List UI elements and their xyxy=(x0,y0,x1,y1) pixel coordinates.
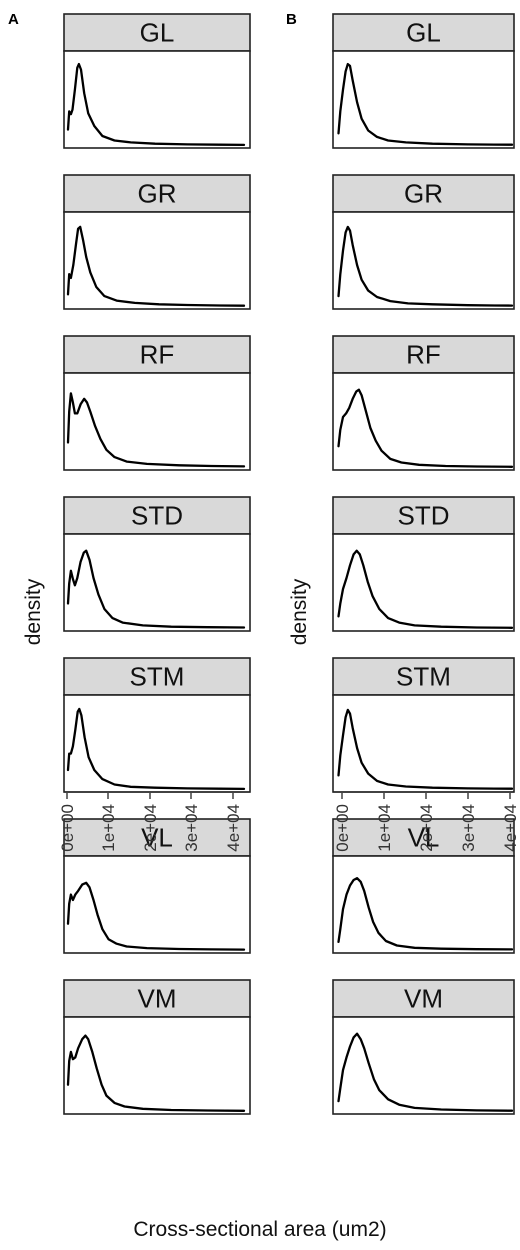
density-curve-vl xyxy=(66,881,246,951)
x-tick-label: 2e+04 xyxy=(141,804,160,852)
facet-plot-area xyxy=(63,211,251,310)
x-tick-label: 1e+04 xyxy=(375,804,394,852)
facet-gr: GR xyxy=(332,174,515,310)
facet-plot-area xyxy=(63,694,251,793)
facet-strip-label: VM xyxy=(404,984,443,1014)
facet-strip-label: STD xyxy=(398,501,450,531)
facet-vl: VL xyxy=(63,818,251,954)
facet-plot-area xyxy=(63,50,251,149)
x-axis: 0e+00 1e+04 2e+04 3e+04 4e+04 xyxy=(333,791,520,852)
shared-axis-titles: Cross-sectional area (um2) xyxy=(133,1218,386,1241)
facet-plot-area xyxy=(63,533,251,632)
x-tick-label: 1e+04 xyxy=(99,804,118,852)
facet-plot-area xyxy=(332,855,515,954)
facet-strip-label: RF xyxy=(406,340,441,370)
x-axis-title: Cross-sectional area (um2) xyxy=(133,1218,386,1241)
facet-strip xyxy=(63,657,251,696)
panel-letter: A xyxy=(8,11,19,28)
facet-plot-area xyxy=(63,1016,251,1115)
density-curve-gr xyxy=(337,225,514,307)
facet-strip-label: STD xyxy=(131,501,183,531)
density-curve-std xyxy=(66,549,246,629)
facet-strip xyxy=(332,13,515,52)
facet-plot-area xyxy=(63,372,251,471)
facet-strip-label: RF xyxy=(140,340,175,370)
facet-strip-label: GR xyxy=(138,179,177,209)
density-curve-stm xyxy=(337,708,514,790)
facet-strip xyxy=(63,335,251,374)
facet-strip xyxy=(63,13,251,52)
facet-strip-label: STM xyxy=(130,662,185,692)
facet-gl: GL xyxy=(63,13,251,149)
panel-letter: B xyxy=(286,11,297,28)
density-curve-std xyxy=(337,549,514,629)
density-curve-gr xyxy=(66,225,246,307)
x-tick-label: 4e+04 xyxy=(501,804,520,852)
x-tick-label: 0e+00 xyxy=(333,804,352,852)
facet-vm: VM xyxy=(332,979,515,1115)
facet-plot-area xyxy=(63,855,251,954)
facet-plot-area xyxy=(332,211,515,310)
x-tick-label: 2e+04 xyxy=(417,804,436,852)
facet-strip xyxy=(332,335,515,374)
facet-std: STD xyxy=(332,496,515,632)
facet-strip xyxy=(332,657,515,696)
panel-b: B GL GR RF STD STM VL VM 0e+00 1e+04 2e+04 3e+04 4e+… xyxy=(286,11,520,1115)
facet-strip-label: STM xyxy=(396,662,451,692)
facet-gl: GL xyxy=(332,13,515,149)
facet-plot-area xyxy=(332,1016,515,1115)
facet-plot-area xyxy=(332,694,515,793)
x-tick-label: 3e+04 xyxy=(182,804,201,852)
density-curve-vl xyxy=(337,877,514,951)
density-curve-gl xyxy=(337,62,514,146)
facet-stm: STM xyxy=(332,657,515,793)
facet-strip xyxy=(63,979,251,1018)
panel-a: A GL GR RF STD STM VL VM 0e+00 1e+04 2e+04 3e+04 4e+… xyxy=(8,11,251,1115)
density-curve-vm xyxy=(66,1034,246,1112)
y-axis-title: density xyxy=(288,578,311,645)
y-axis-title: density xyxy=(22,578,45,645)
facet-rf: RF xyxy=(332,335,515,471)
facet-plot-area xyxy=(332,50,515,149)
density-curve-stm xyxy=(66,707,246,791)
facet-strip-label: GR xyxy=(404,179,443,209)
facet-strip-label: VM xyxy=(138,984,177,1014)
facet-strip xyxy=(332,174,515,213)
facet-plot-area xyxy=(332,372,515,471)
facet-strip xyxy=(63,174,251,213)
facet-strip xyxy=(332,979,515,1018)
density-curve-rf xyxy=(66,392,246,468)
facet-vl: VL xyxy=(332,818,515,954)
x-tick-label: 0e+00 xyxy=(58,804,77,852)
density-curve-gl xyxy=(66,62,246,147)
facet-vm: VM xyxy=(63,979,251,1115)
facet-gr: GR xyxy=(63,174,251,310)
density-curve-rf xyxy=(337,388,514,468)
facet-plot-area xyxy=(332,533,515,632)
facet-rf: RF xyxy=(63,335,251,471)
facet-strip xyxy=(332,818,515,857)
facet-strip-label: GL xyxy=(406,18,441,48)
facet-stm: STM xyxy=(63,657,251,793)
facet-strip-label: VL xyxy=(141,823,173,853)
x-tick-label: 3e+04 xyxy=(459,804,478,852)
facet-strip xyxy=(63,818,251,857)
x-tick-label: 4e+04 xyxy=(224,804,243,852)
density-curve-vm xyxy=(337,1032,514,1112)
facet-strip-label: VL xyxy=(408,823,440,853)
facet-strip-label: GL xyxy=(140,18,175,48)
facet-std: STD xyxy=(63,496,251,632)
x-axis: 0e+00 1e+04 2e+04 3e+04 4e+04 xyxy=(58,791,250,852)
